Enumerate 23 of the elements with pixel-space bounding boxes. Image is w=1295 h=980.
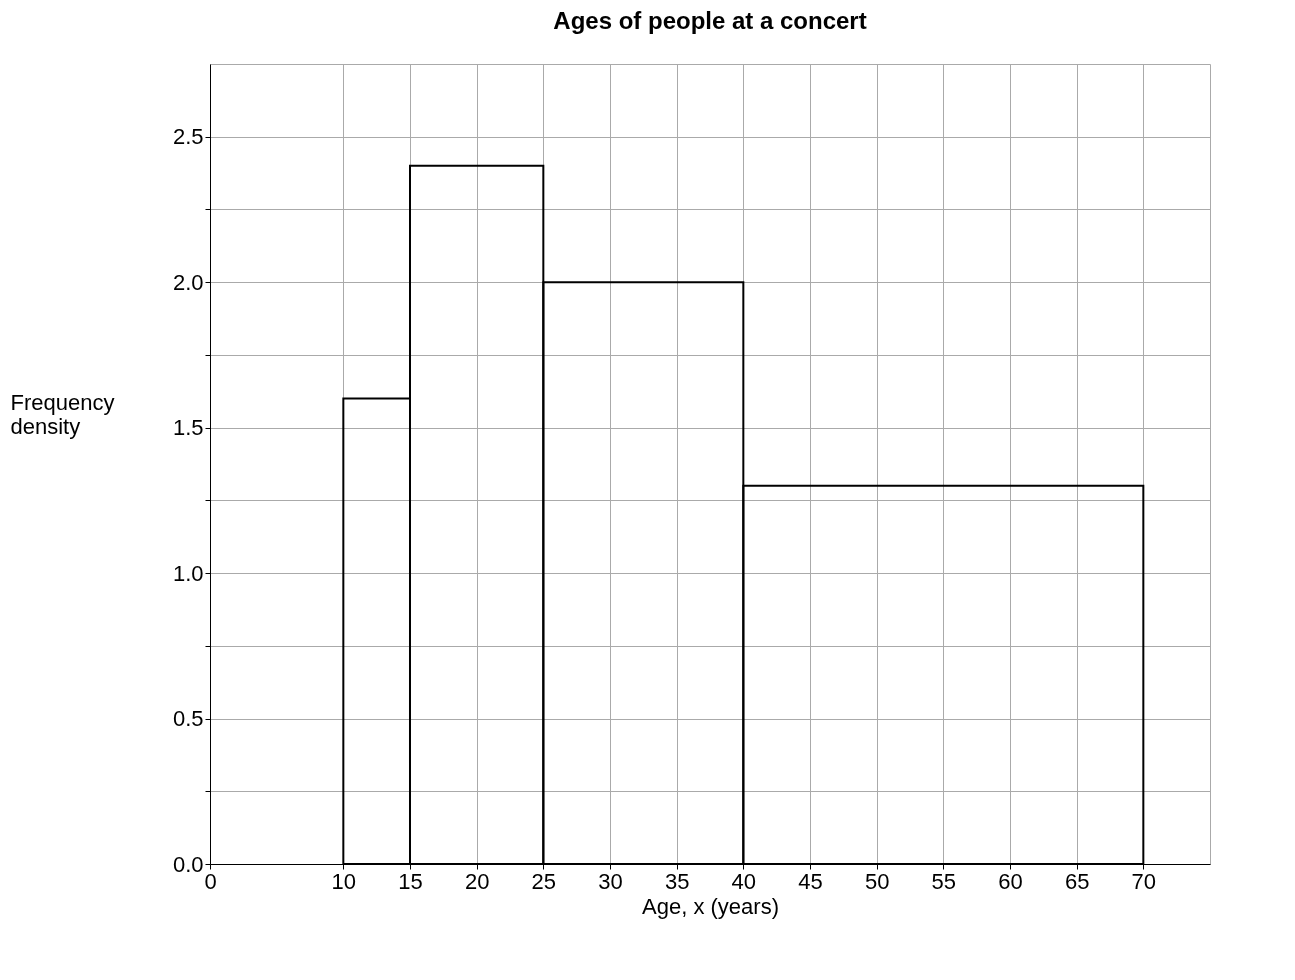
- x-tick-label: 10: [331, 868, 357, 894]
- x-tick-label: 50: [864, 868, 890, 894]
- x-tick-label: 25: [531, 868, 557, 894]
- x-tick-label: 40: [731, 868, 757, 894]
- x-tick-label: 60: [998, 868, 1023, 894]
- x-axis-title: Age, x (years): [642, 893, 779, 919]
- y-tick-label: 1.0: [172, 560, 204, 586]
- x-tick-label: 45: [798, 868, 823, 894]
- x-tick-label: 20: [464, 868, 490, 894]
- y-tick-label: 0.0: [172, 851, 204, 877]
- y-tick-label: 2.0: [172, 269, 204, 295]
- y-axis-title: Frequency density: [10, 389, 115, 439]
- chart-title: Ages of people at a concert: [553, 7, 867, 34]
- x-tick-label: 70: [1131, 868, 1157, 894]
- y-tick-label: 0.5: [172, 706, 204, 732]
- x-tick-label: 35: [664, 868, 690, 894]
- x-tick-label: 0: [204, 868, 217, 894]
- x-tick-label: 55: [931, 868, 957, 894]
- x-tick-label: 65: [1064, 868, 1090, 894]
- y-tick-label: 1.5: [172, 415, 204, 441]
- x-tick-label: 15: [398, 868, 423, 894]
- x-tick-label: 30: [598, 868, 623, 894]
- y-tick-label: 2.5: [172, 124, 204, 150]
